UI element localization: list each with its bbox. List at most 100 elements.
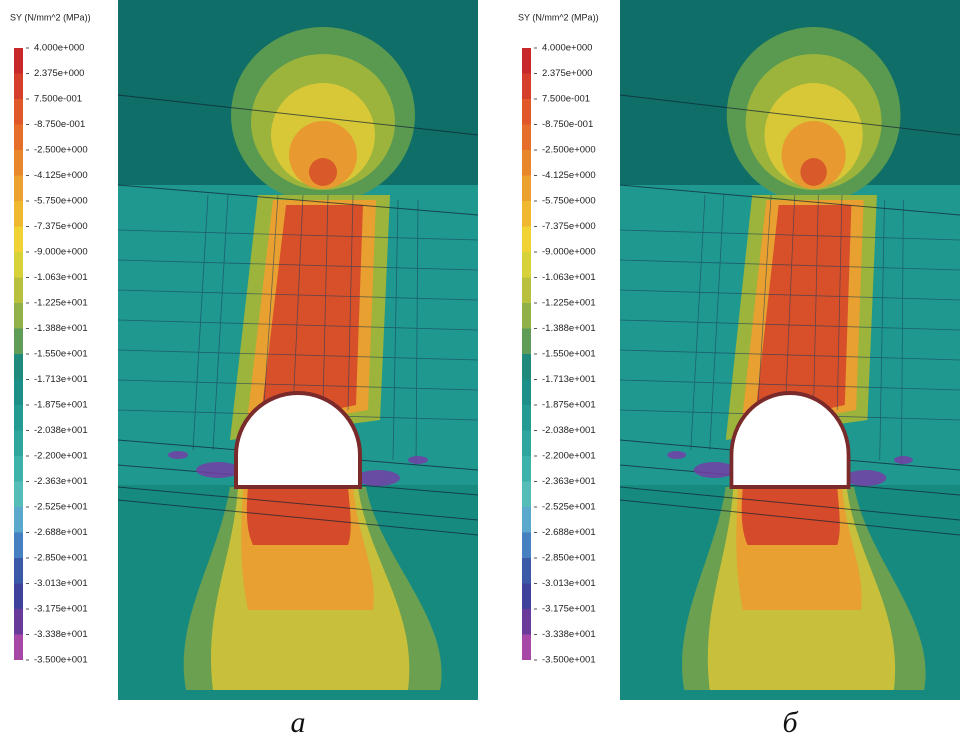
colorbar-swatch xyxy=(522,176,531,202)
legend-label: -3.338e+001 xyxy=(542,629,596,640)
legend-label: -2.525e+001 xyxy=(542,502,596,513)
caption: б xyxy=(782,706,798,739)
legend-label: -2.850e+001 xyxy=(34,553,88,564)
colorbar-swatch xyxy=(14,507,23,533)
colorbar-swatch xyxy=(14,405,23,431)
legend-label: -3.338e+001 xyxy=(34,629,88,640)
legend-title: SY (N/mm^2 (MPa)) xyxy=(10,12,91,22)
colorbar-swatch xyxy=(14,533,23,559)
colorbar-swatch xyxy=(14,558,23,584)
legend-label: -3.013e+001 xyxy=(34,578,88,589)
legend-label: 2.375e+000 xyxy=(34,68,84,79)
legend-label: -8.750e-001 xyxy=(34,119,85,130)
colorbar-swatch xyxy=(14,609,23,635)
colorbar-swatch xyxy=(522,150,531,176)
colorbar-swatch xyxy=(522,227,531,253)
legend-label: -2.500e+000 xyxy=(34,145,88,156)
legend-label: -4.125e+000 xyxy=(542,170,596,181)
colorbar-swatch xyxy=(14,303,23,329)
colorbar-swatch xyxy=(522,48,531,74)
colorbar-swatch xyxy=(522,125,531,151)
colorbar-swatch xyxy=(522,303,531,329)
colorbar-swatch xyxy=(522,431,531,457)
legend-label: 4.000e+000 xyxy=(34,43,84,54)
legend-label: -5.750e+000 xyxy=(34,196,88,207)
colorbar-swatch xyxy=(14,150,23,176)
legend-label: -2.200e+001 xyxy=(542,451,596,462)
legend-label: -9.000e+000 xyxy=(34,247,88,258)
colorbar-swatch xyxy=(14,584,23,610)
legend-label: -1.550e+001 xyxy=(542,349,596,360)
legend-label: -2.038e+001 xyxy=(542,425,596,436)
legend-label: -7.375e+000 xyxy=(34,221,88,232)
colorbar-swatch xyxy=(522,584,531,610)
legend-label: -2.363e+001 xyxy=(542,476,596,487)
legend-label: -2.688e+001 xyxy=(34,527,88,538)
legend-label: -2.038e+001 xyxy=(34,425,88,436)
legend-label: -2.688e+001 xyxy=(542,527,596,538)
legend-label: -1.550e+001 xyxy=(34,349,88,360)
colorbar-swatch xyxy=(14,74,23,100)
legend-label: -2.850e+001 xyxy=(542,553,596,564)
legend-label: -1.713e+001 xyxy=(34,374,88,385)
colorbar-swatch xyxy=(522,609,531,635)
colorbar-swatch xyxy=(14,380,23,406)
legend-label: -3.500e+001 xyxy=(34,655,88,666)
colorbar-swatch xyxy=(522,252,531,278)
legend-label: 7.500e-001 xyxy=(542,94,590,105)
legend-label: -8.750e-001 xyxy=(542,119,593,130)
legend-label: -7.375e+000 xyxy=(542,221,596,232)
legend-label: -1.063e+001 xyxy=(542,272,596,283)
colorbar-swatch xyxy=(522,507,531,533)
colorbar-swatch xyxy=(14,125,23,151)
colorbar-swatch xyxy=(522,456,531,482)
legend-title: SY (N/mm^2 (MPa)) xyxy=(518,12,599,22)
colorbar-swatch xyxy=(522,74,531,100)
legend-label: -2.525e+001 xyxy=(34,502,88,513)
legend-label: -1.225e+001 xyxy=(542,298,596,309)
stress-contour-image xyxy=(118,0,478,700)
legend-label: -1.388e+001 xyxy=(34,323,88,334)
colorbar-swatch xyxy=(522,635,531,661)
colorbar-swatch xyxy=(522,278,531,304)
colorbar-swatch xyxy=(14,354,23,380)
colorbar-swatch xyxy=(522,380,531,406)
legend-label: -2.500e+000 xyxy=(542,145,596,156)
colorbar-swatch xyxy=(14,99,23,125)
colorbar-swatch xyxy=(522,558,531,584)
legend-label: 4.000e+000 xyxy=(542,43,592,54)
colorbar-swatch xyxy=(522,482,531,508)
legend-label: -5.750e+000 xyxy=(542,196,596,207)
legend-label: -1.713e+001 xyxy=(542,374,596,385)
figure: а б SY (N/mm^2 (MPa)) 4.000e+000 2.375e+00… xyxy=(0,0,960,744)
colorbar-swatch xyxy=(14,278,23,304)
stress-contour-image xyxy=(620,0,960,700)
legend-label: 2.375e+000 xyxy=(542,68,592,79)
legend-label: -2.363e+001 xyxy=(34,476,88,487)
legend-label: -3.175e+001 xyxy=(34,604,88,615)
legend-label: -1.063e+001 xyxy=(34,272,88,283)
legend-label: -1.875e+001 xyxy=(34,400,88,411)
colorbar-swatch xyxy=(14,176,23,202)
legend-label: -9.000e+000 xyxy=(542,247,596,258)
colorbar-swatch xyxy=(14,329,23,355)
legend-label: -3.175e+001 xyxy=(542,604,596,615)
colorbar-swatch xyxy=(14,456,23,482)
colorbar-swatch xyxy=(522,329,531,355)
legend-label: 7.500e-001 xyxy=(34,94,82,105)
legend-label: -3.013e+001 xyxy=(542,578,596,589)
caption: а xyxy=(291,706,306,739)
colorbar-swatch xyxy=(14,431,23,457)
legend-label: -1.225e+001 xyxy=(34,298,88,309)
legend-label: -1.388e+001 xyxy=(542,323,596,334)
colorbar-swatch xyxy=(14,482,23,508)
colorbar-swatch xyxy=(14,48,23,74)
colorbar-swatch xyxy=(14,201,23,227)
colorbar-swatch xyxy=(522,533,531,559)
colorbar-swatch xyxy=(14,635,23,661)
colorbar-swatch xyxy=(522,201,531,227)
legend-label: -2.200e+001 xyxy=(34,451,88,462)
colorbar-swatch xyxy=(522,354,531,380)
colorbar-swatch xyxy=(522,99,531,125)
colorbar-swatch xyxy=(14,227,23,253)
